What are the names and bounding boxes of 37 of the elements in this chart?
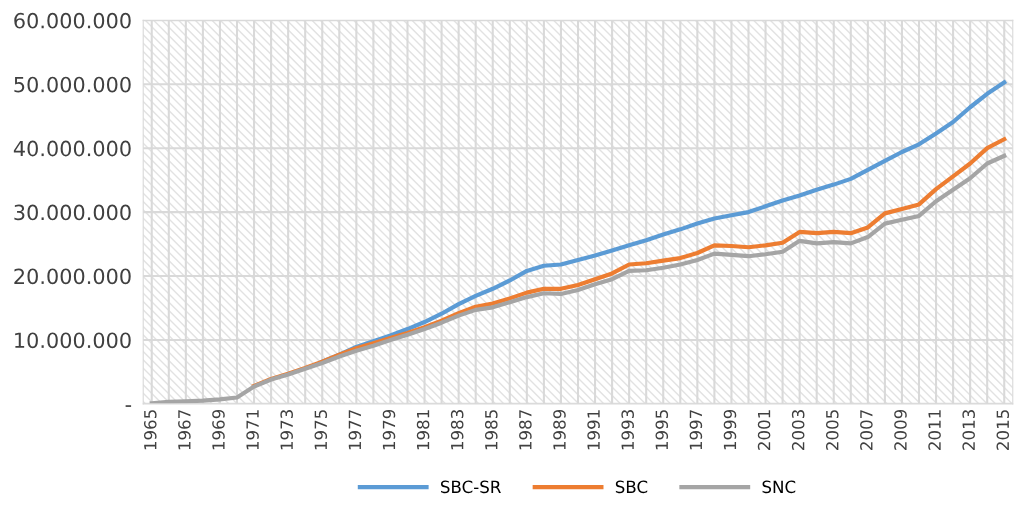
x-tick-label: 1973 <box>280 410 293 450</box>
x-tick-label: 1989 <box>553 409 566 450</box>
x-tick-label: 2007 <box>860 410 873 450</box>
x-tick-label: 2005 <box>825 410 839 450</box>
x-tick-label: 1967 <box>178 410 191 450</box>
x-tick-label: 1985 <box>484 410 498 450</box>
x-tick-label: 2013 <box>962 410 975 450</box>
x-tick-label: 1971 <box>246 410 259 450</box>
y-tick-label: 30.000.000 <box>14 204 131 221</box>
x-tick-label: 2001 <box>757 410 771 450</box>
y-tick-label: 60.000.000 <box>14 12 131 29</box>
x-tick-label: 1983 <box>450 410 464 450</box>
y-tick-label: 50.000.000 <box>14 76 131 93</box>
x-tick-label: 1969 <box>212 409 225 450</box>
x-tick-label: 1997 <box>689 410 703 450</box>
x-tick-label: 1975 <box>314 410 328 450</box>
x-tick-label: 2009 <box>894 409 907 450</box>
x-tick-label: 2003 <box>791 410 805 450</box>
x-tick-label: 2011 <box>928 410 941 450</box>
y-tick-label: 10.000.000 <box>15 332 131 349</box>
x-tick-label: 1995 <box>655 410 669 450</box>
x-tick-label: 1965 <box>143 410 157 450</box>
x-tick-label: 1981 <box>416 410 430 450</box>
legend-label: SNC <box>762 480 796 494</box>
y-tick-label: 20.000.000 <box>14 268 131 285</box>
line-series <box>149 153 1007 404</box>
x-tick-label: 1999 <box>723 409 737 450</box>
x-tick-label: 1993 <box>621 410 634 450</box>
legend-label: SBC <box>615 480 648 494</box>
y-tick-label: 40.000.000 <box>13 140 131 157</box>
x-tick-label: 2015 <box>996 410 1010 450</box>
x-tick-label: 1977 <box>348 410 362 450</box>
x-tick-label: 1979 <box>382 409 396 450</box>
y-tick-label: - <box>125 405 132 407</box>
x-tick-label: 1991 <box>587 410 600 450</box>
legend-label: SBC-SR <box>440 480 501 494</box>
x-tick-label: 1987 <box>519 410 532 450</box>
